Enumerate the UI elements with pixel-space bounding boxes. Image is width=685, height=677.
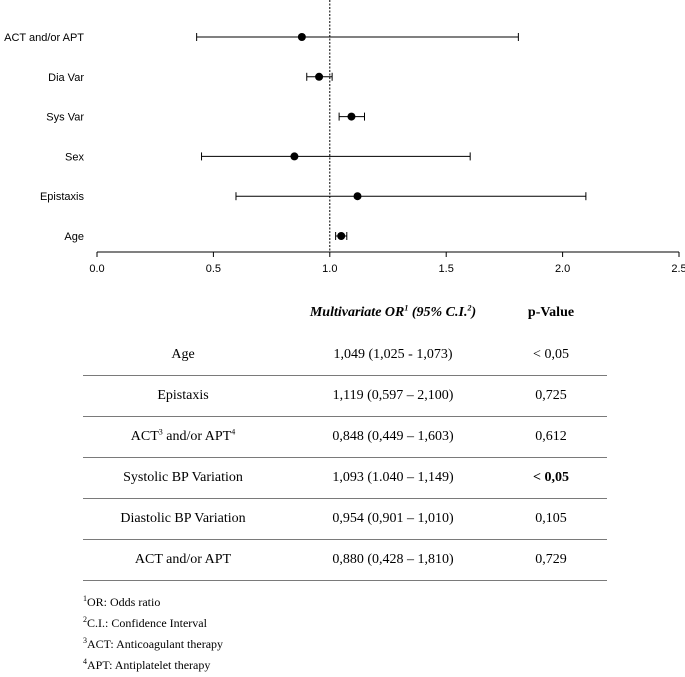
x-tick-label: 0.0 [89,263,104,275]
header-multivariate-or: Multivariate OR1 (95% C.I.2) [283,303,503,329]
forest-row: ACT and/or APT [4,32,519,44]
forest-row: Age [64,231,348,243]
row-variable: Age [171,347,195,362]
x-tick-label: 1.5 [439,263,454,275]
x-tick-label: 1.0 [322,263,337,275]
x-tick-label: 0.5 [206,263,221,275]
row-or-ci: 0,848 (0,449 – 1,603) [332,429,454,444]
row-variable: Epistaxis [157,388,209,403]
table-row: ACT and/or APT 0,880 (0,428 – 1,810) 0,7… [83,540,607,580]
footnote-3: 3ACT: Anticoagulant therapy [83,634,583,655]
header-or-sup2: 2 [467,303,472,313]
table-row: ACT3 and/or APT4 0,848 (0,449 – 1,603) 0… [83,417,607,457]
x-tick-label: 2.5 [671,263,685,275]
row-p-value-significant: < 0,05 [533,470,569,485]
row-p-value: 0,612 [535,429,567,444]
footnote-4: 4APT: Antiplatelet therapy [83,655,583,676]
forest-row: Dia Var [48,72,333,84]
row-p-value: 0,725 [535,388,567,403]
row-variable-sup3: 3 [158,427,163,437]
row-divider [83,416,607,417]
row-variable: Diastolic BP Variation [120,511,246,526]
row-variable: ACT and/or APT [134,552,232,567]
odds-ratio-point [337,232,346,240]
row-p-value: 0,729 [535,552,567,567]
row-or-ci: 0,880 (0,428 – 1,810) [332,552,454,567]
odds-ratio-point [297,33,306,41]
y-label: Sex [65,151,84,163]
footnote-text: C.I.: Confidence Interval [87,616,207,630]
footnote-1: 1OR: Odds ratio [83,592,583,613]
row-divider [83,375,607,376]
row-p-value: < 0,05 [533,347,569,362]
forest-row: Sex [65,151,471,163]
footnote-number: 1 [83,594,87,603]
table-row: Epistaxis 1,119 (0,597 – 2,100) 0,725 [83,376,607,416]
y-label: ACT and/or APT [4,32,84,44]
footnote-text: ACT: Anticoagulant therapy [87,637,224,651]
odds-ratio-point [347,112,356,121]
row-divider [83,457,607,458]
header-or-ci-text: (95% C.I. [408,305,468,320]
forest-row: Sys Var [46,112,365,124]
row-or-ci: 0,954 (0,901 – 1,010) [332,511,454,526]
forest-plot: 0.0 0.5 1.0 1.5 2.0 2.5 ACT and/or APT Dia Var… [4,0,685,275]
footnote-text: APT: Antiplatelet therapy [87,658,211,672]
y-label: Age [64,231,84,243]
odds-ratio-point [315,72,324,81]
footnote-number: 4 [83,657,87,666]
y-label: Sys Var [46,112,84,124]
forest-row: Epistaxis [40,191,587,203]
row-or-ci: 1,093 (1.040 – 1,149) [332,470,454,485]
table-row: Diastolic BP Variation 0,954 (0,901 – 1,… [83,499,607,539]
odds-ratio-point [290,152,299,161]
y-label: Dia Var [48,72,84,84]
row-divider [83,539,607,540]
row-p-value: 0,105 [535,511,567,526]
row-variable-sup4: 4 [231,427,236,437]
x-axis: 0.0 0.5 1.0 1.5 2.0 2.5 [89,251,685,275]
header-or-sup1: 1 [404,303,409,313]
odds-ratio-point [353,192,362,201]
y-label: Epistaxis [40,191,85,203]
table-bottom-rule [83,580,607,581]
footnote-2: 2C.I.: Confidence Interval [83,613,583,634]
row-variable: ACT3 and/or APT4 [83,417,283,457]
row-variable-act: ACT [130,429,159,444]
x-tick-label: 2.0 [555,263,570,275]
header-or-close: ) [471,305,477,320]
row-variable: Systolic BP Variation [123,470,243,485]
row-or-ci: 1,119 (0,597 – 2,100) [332,388,454,403]
table-row: Systolic BP Variation 1,093 (1.040 – 1,1… [83,458,607,498]
row-or-ci: 1,049 (1,025 - 1,073) [333,347,453,362]
row-variable-apt: and/or APT [162,429,232,444]
footnote-number: 2 [83,615,87,624]
table-row: Age 1,049 (1,025 - 1,073) < 0,05 [83,335,607,375]
header-p-value: p-Value [527,305,575,320]
header-or-text: Multivariate OR [309,305,405,320]
footnotes: 1OR: Odds ratio 2C.I.: Confidence Interv… [83,592,583,676]
footnote-number: 3 [83,636,87,645]
forest-rows: ACT and/or APT Dia Var Sys Var Sex Epistaxis… [4,32,587,243]
footnote-text: OR: Odds ratio [87,595,161,609]
row-divider [83,498,607,499]
